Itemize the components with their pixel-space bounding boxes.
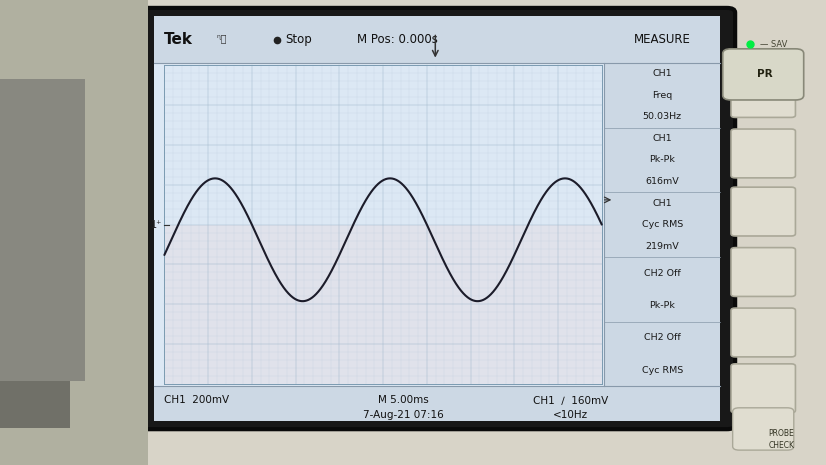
Text: CH2 Off: CH2 Off [644,269,681,278]
Text: <10Hz: <10Hz [553,410,588,419]
Text: PROBE
CHECK: PROBE CHECK [768,429,794,450]
Text: 50.03Hz: 50.03Hz [643,112,681,121]
Text: CH1  200mV: CH1 200mV [164,395,230,405]
Text: Cyc RMS: Cyc RMS [642,220,683,229]
FancyBboxPatch shape [140,8,735,429]
FancyBboxPatch shape [731,364,795,413]
Text: 7-Aug-21 07:16: 7-Aug-21 07:16 [363,410,444,419]
Text: CH2 Off: CH2 Off [644,333,681,342]
Text: 616mV: 616mV [645,177,679,186]
FancyBboxPatch shape [731,308,795,357]
Text: CH1  ∕  160mV: CH1 ∕ 160mV [533,395,608,405]
Text: PR: PR [757,69,772,80]
FancyBboxPatch shape [731,248,795,297]
Bar [0,79,85,381]
Text: Tek: Tek [164,32,193,47]
Bar [0,0,148,465]
Bar [164,225,602,384]
Text: Pk-Pk: Pk-Pk [649,301,675,310]
Text: — SAV: — SAV [760,40,787,49]
FancyBboxPatch shape [733,408,794,450]
Text: CH1: CH1 [653,199,672,207]
Text: CH1: CH1 [653,134,672,143]
Text: 219mV: 219mV [645,242,679,251]
Text: CH1: CH1 [653,69,672,78]
Text: M Pos: 0.000s: M Pos: 0.000s [357,33,438,46]
Text: Stop: Stop [285,33,311,46]
FancyBboxPatch shape [731,68,795,117]
Text: M 5.00ms: M 5.00ms [378,395,429,405]
FancyBboxPatch shape [731,187,795,236]
FancyBboxPatch shape [731,129,795,178]
Text: MEASURE: MEASURE [634,33,691,46]
Bar [154,16,720,421]
Text: 1⁺: 1⁺ [150,219,162,230]
Bar [0,381,69,428]
Text: Pk-Pk: Pk-Pk [649,155,675,165]
Bar [154,386,720,421]
Bar [154,16,720,63]
Text: Freq: Freq [653,91,672,100]
Bar [605,63,720,386]
FancyBboxPatch shape [723,49,804,100]
Text: ᶯ⌒: ᶯ⌒ [216,33,227,44]
Text: Cyc RMS: Cyc RMS [642,366,683,375]
